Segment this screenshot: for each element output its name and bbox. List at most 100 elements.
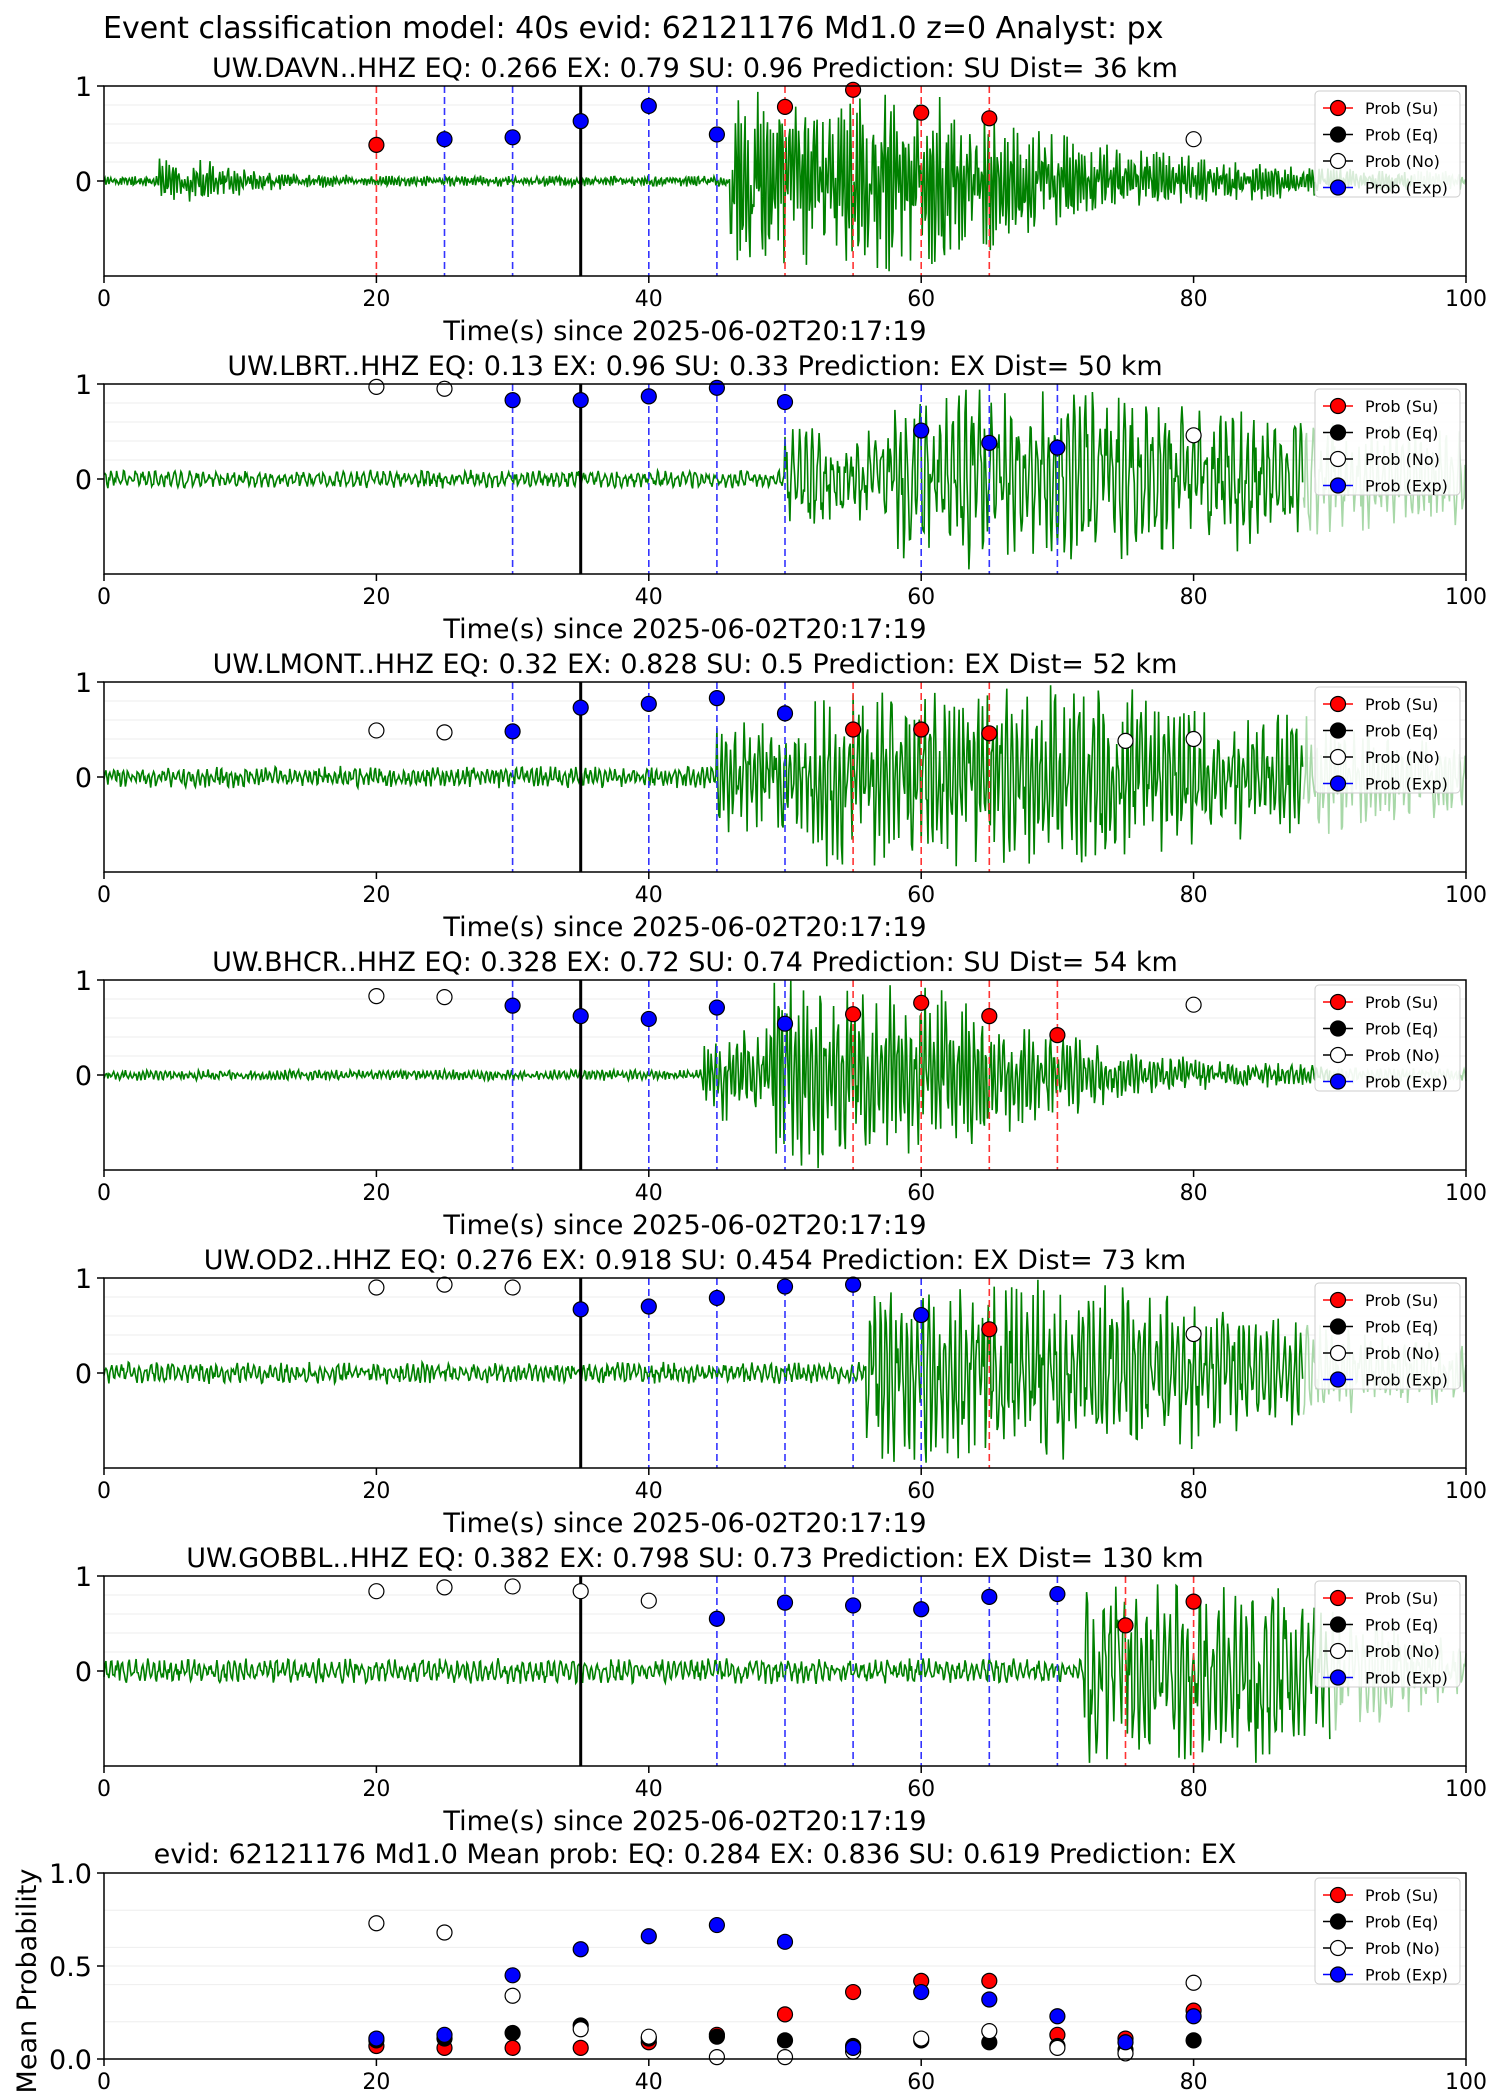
legend-marker-no xyxy=(1329,1046,1347,1064)
legend-label-su: Prob (Su) xyxy=(1365,993,1438,1012)
mean-prob-point-no xyxy=(572,2021,589,2038)
mean-prob-point-no xyxy=(913,2030,930,2047)
legend-label-eq: Prob (Eq) xyxy=(1365,722,1438,741)
prob-point-su xyxy=(844,81,862,98)
mean-prob-point-exp xyxy=(913,1983,930,2001)
prob-point-exp xyxy=(572,699,589,716)
prob-point-su xyxy=(1185,1593,1202,1610)
x-tick-label: 100 xyxy=(1445,585,1487,610)
legend-label-eq: Prob (Eq) xyxy=(1365,1616,1438,1635)
legend-label-su: Prob (Su) xyxy=(1365,1886,1438,1905)
y-tick-label: 0 xyxy=(75,763,92,794)
panel-title: UW.GOBBL..HHZ EQ: 0.382 EX: 0.798 SU: 0.… xyxy=(186,1543,1203,1574)
x-tick-label: 0 xyxy=(97,1479,111,1504)
x-tick-label: 0 xyxy=(97,883,111,908)
panel-title: UW.OD2..HHZ EQ: 0.276 EX: 0.918 SU: 0.45… xyxy=(204,1245,1186,1276)
prob-point-exp xyxy=(708,126,726,143)
legend: Prob (Su) Prob (Eq) Prob (No) Prob (Exp) xyxy=(1314,388,1461,496)
prob-point-exp xyxy=(640,1298,657,1315)
legend-marker-exp xyxy=(1329,1669,1347,1686)
prob-point-exp xyxy=(640,1010,657,1028)
x-tick-label: 100 xyxy=(1445,287,1487,312)
prob-point-su xyxy=(776,98,794,116)
legend-marker-exp xyxy=(1329,1371,1347,1388)
mean-prob-point-no xyxy=(640,2028,657,2045)
x-axis-label: Time(s) since 2025-06-02T20:17:19 xyxy=(442,614,926,645)
prob-point-exp xyxy=(776,1278,794,1295)
prob-point-exp xyxy=(776,705,794,722)
mean-prob-point-exp xyxy=(504,1967,521,1984)
mean-prob-point-no xyxy=(504,1987,521,2004)
prob-point-no xyxy=(368,1279,385,1296)
legend-marker-exp xyxy=(1329,775,1347,792)
x-tick-label: 40 xyxy=(635,287,663,312)
legend-marker-eq xyxy=(1329,126,1347,143)
x-tick-label: 0 xyxy=(97,2070,111,2095)
legend-marker-eq xyxy=(1329,1318,1347,1335)
y-tick-label: 1 xyxy=(75,966,92,997)
x-tick-label: 20 xyxy=(362,2070,390,2095)
prob-point-su xyxy=(368,136,385,153)
prob-point-exp xyxy=(844,1597,862,1614)
legend-box xyxy=(1314,984,1461,1092)
prob-point-no xyxy=(436,380,453,397)
legend-box xyxy=(1314,388,1461,496)
prob-point-exp xyxy=(640,695,657,712)
prob-point-no xyxy=(368,1583,385,1600)
mean-prob-point-exp xyxy=(572,1941,589,1958)
mean-prob-point-no xyxy=(1049,2039,1066,2056)
x-tick-label: 80 xyxy=(1180,585,1208,610)
prob-point-no xyxy=(436,724,453,741)
y-tick-label: 0 xyxy=(75,167,92,198)
prob-point-su xyxy=(981,1321,998,1338)
x-axis-label: Time(s) since 2025-06-02T20:17:19 xyxy=(442,912,926,943)
prob-point-exp xyxy=(504,129,521,146)
waveform-trace xyxy=(103,1279,1304,1463)
figure-title: Event classification model: 40s evid: 62… xyxy=(103,11,1163,46)
y-tick-label: 0 xyxy=(75,1657,92,1688)
prob-point-no xyxy=(436,1579,453,1596)
prob-point-exp xyxy=(708,379,726,396)
legend-label-exp: Prob (Exp) xyxy=(1365,1371,1448,1390)
mean-prob-point-su xyxy=(844,1983,862,2001)
prob-point-exp xyxy=(776,393,794,411)
legend-marker-no xyxy=(1329,748,1347,766)
legend-label-no: Prob (No) xyxy=(1365,1939,1440,1958)
mean-prob-point-su xyxy=(504,2039,521,2056)
y-tick-label: 1 xyxy=(75,1562,92,1593)
legend-marker-eq xyxy=(1329,722,1347,739)
prob-point-su xyxy=(1049,1026,1066,1044)
x-tick-label: 0 xyxy=(97,287,111,312)
legend-marker-su xyxy=(1329,695,1347,713)
legend-label-exp: Prob (Exp) xyxy=(1365,1669,1448,1688)
prob-point-exp xyxy=(572,113,589,130)
panel-title: UW.LBRT..HHZ EQ: 0.13 EX: 0.96 SU: 0.33 … xyxy=(227,351,1162,382)
prob-point-no xyxy=(368,722,385,739)
legend-label-no: Prob (No) xyxy=(1365,748,1440,767)
x-tick-label: 40 xyxy=(635,883,663,908)
legend-label-no: Prob (No) xyxy=(1365,1344,1440,1363)
legend-marker-exp xyxy=(1329,1073,1347,1090)
y-tick-label: 1 xyxy=(75,72,92,103)
y-tick-label: 0 xyxy=(75,1061,92,1092)
legend: Prob (Su) Prob (Eq) Prob (No) Prob (Exp) xyxy=(1314,90,1461,198)
prob-point-exp xyxy=(504,997,521,1014)
legend-marker-su xyxy=(1329,99,1347,117)
legend-label-no: Prob (No) xyxy=(1365,450,1440,469)
x-axis-label: Time(s) since 2025-06-02T20:17:19 xyxy=(442,1210,926,1241)
waveform-trace xyxy=(103,980,1331,1169)
prob-point-no xyxy=(504,1279,521,1296)
y-axis-label: Mean Probability xyxy=(12,1869,43,2094)
x-tick-label: 0 xyxy=(97,585,111,610)
mean-prob-point-exp xyxy=(368,2030,385,2047)
legend-marker-eq xyxy=(1329,1616,1347,1633)
x-tick-label: 40 xyxy=(635,1181,663,1206)
legend-label-exp: Prob (Exp) xyxy=(1365,1073,1448,1092)
prob-point-no xyxy=(504,1578,521,1595)
mean-prob-point-exp xyxy=(708,1916,726,1934)
